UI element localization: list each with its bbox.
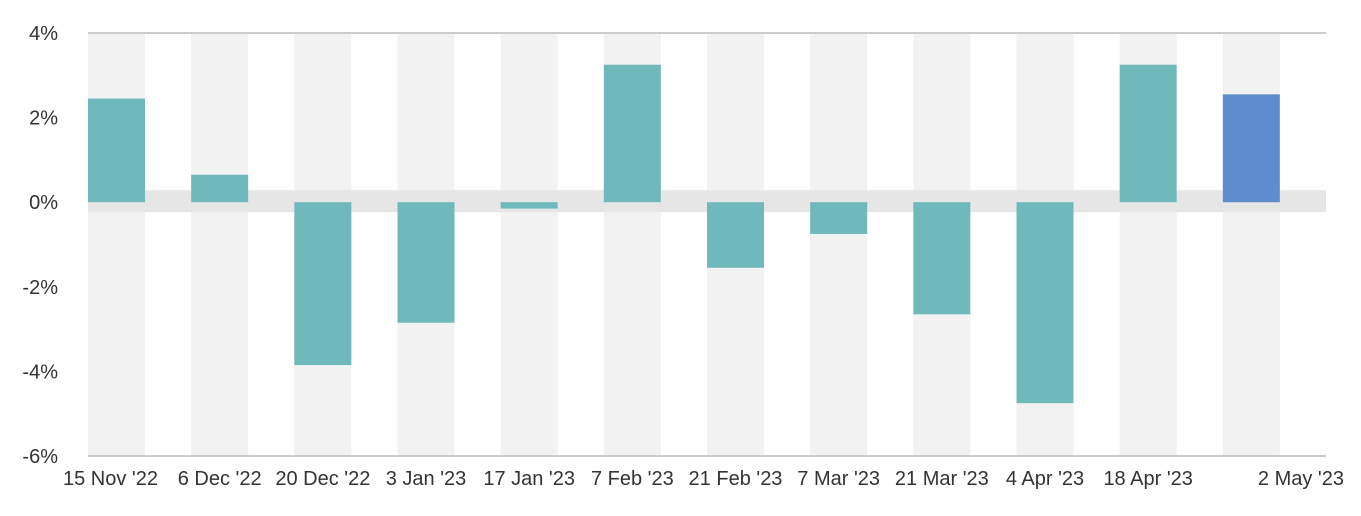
x-tick-label: 7 Feb '23	[591, 468, 674, 490]
x-tick-label: 3 Jan '23	[386, 468, 467, 490]
bar	[913, 202, 971, 315]
bar	[397, 202, 455, 323]
y-tick-labels: 4% 2% 0% -2% -4% -6%	[22, 23, 58, 468]
bar	[191, 174, 249, 203]
y-tick-label: -6%	[22, 446, 58, 468]
background-band	[191, 33, 249, 456]
background-band	[500, 33, 558, 456]
bar	[294, 202, 352, 366]
x-tick-label: 2 May '23	[1258, 468, 1344, 490]
bars	[88, 64, 1280, 404]
y-tick-label: 4%	[29, 23, 58, 45]
bar	[500, 202, 558, 209]
bar	[603, 64, 661, 203]
y-tick-label: 2%	[29, 108, 58, 130]
background-band	[88, 33, 145, 456]
x-tick-label: 15 Nov '22	[63, 468, 158, 490]
x-tick-label: 18 Apr '23	[1103, 468, 1192, 490]
bar	[810, 202, 868, 234]
bar	[707, 202, 764, 268]
bar	[1222, 94, 1280, 203]
x-tick-label: 7 Mar '23	[797, 468, 880, 490]
x-tick-label: 21 Mar '23	[895, 468, 989, 490]
y-tick-label: -4%	[22, 361, 58, 383]
x-tick-label: 21 Feb '23	[689, 468, 783, 490]
x-tick-label: 4 Apr '23	[1006, 468, 1084, 490]
x-tick-label: 6 Dec '22	[178, 468, 262, 490]
x-tick-label: 17 Jan '23	[483, 468, 575, 490]
x-tick-labels: 15 Nov '22 6 Dec '22 20 Dec '22 3 Jan '23 17…	[63, 468, 1344, 490]
axes	[88, 32, 1326, 457]
y-tick-label: 0%	[29, 192, 58, 214]
bar	[1016, 202, 1074, 404]
bar	[88, 98, 145, 203]
background-bands	[88, 33, 1280, 456]
bar	[1119, 64, 1177, 203]
background-band	[810, 33, 868, 456]
y-tick-label: -2%	[22, 277, 58, 299]
x-tick-label: 20 Dec '22	[275, 468, 370, 490]
